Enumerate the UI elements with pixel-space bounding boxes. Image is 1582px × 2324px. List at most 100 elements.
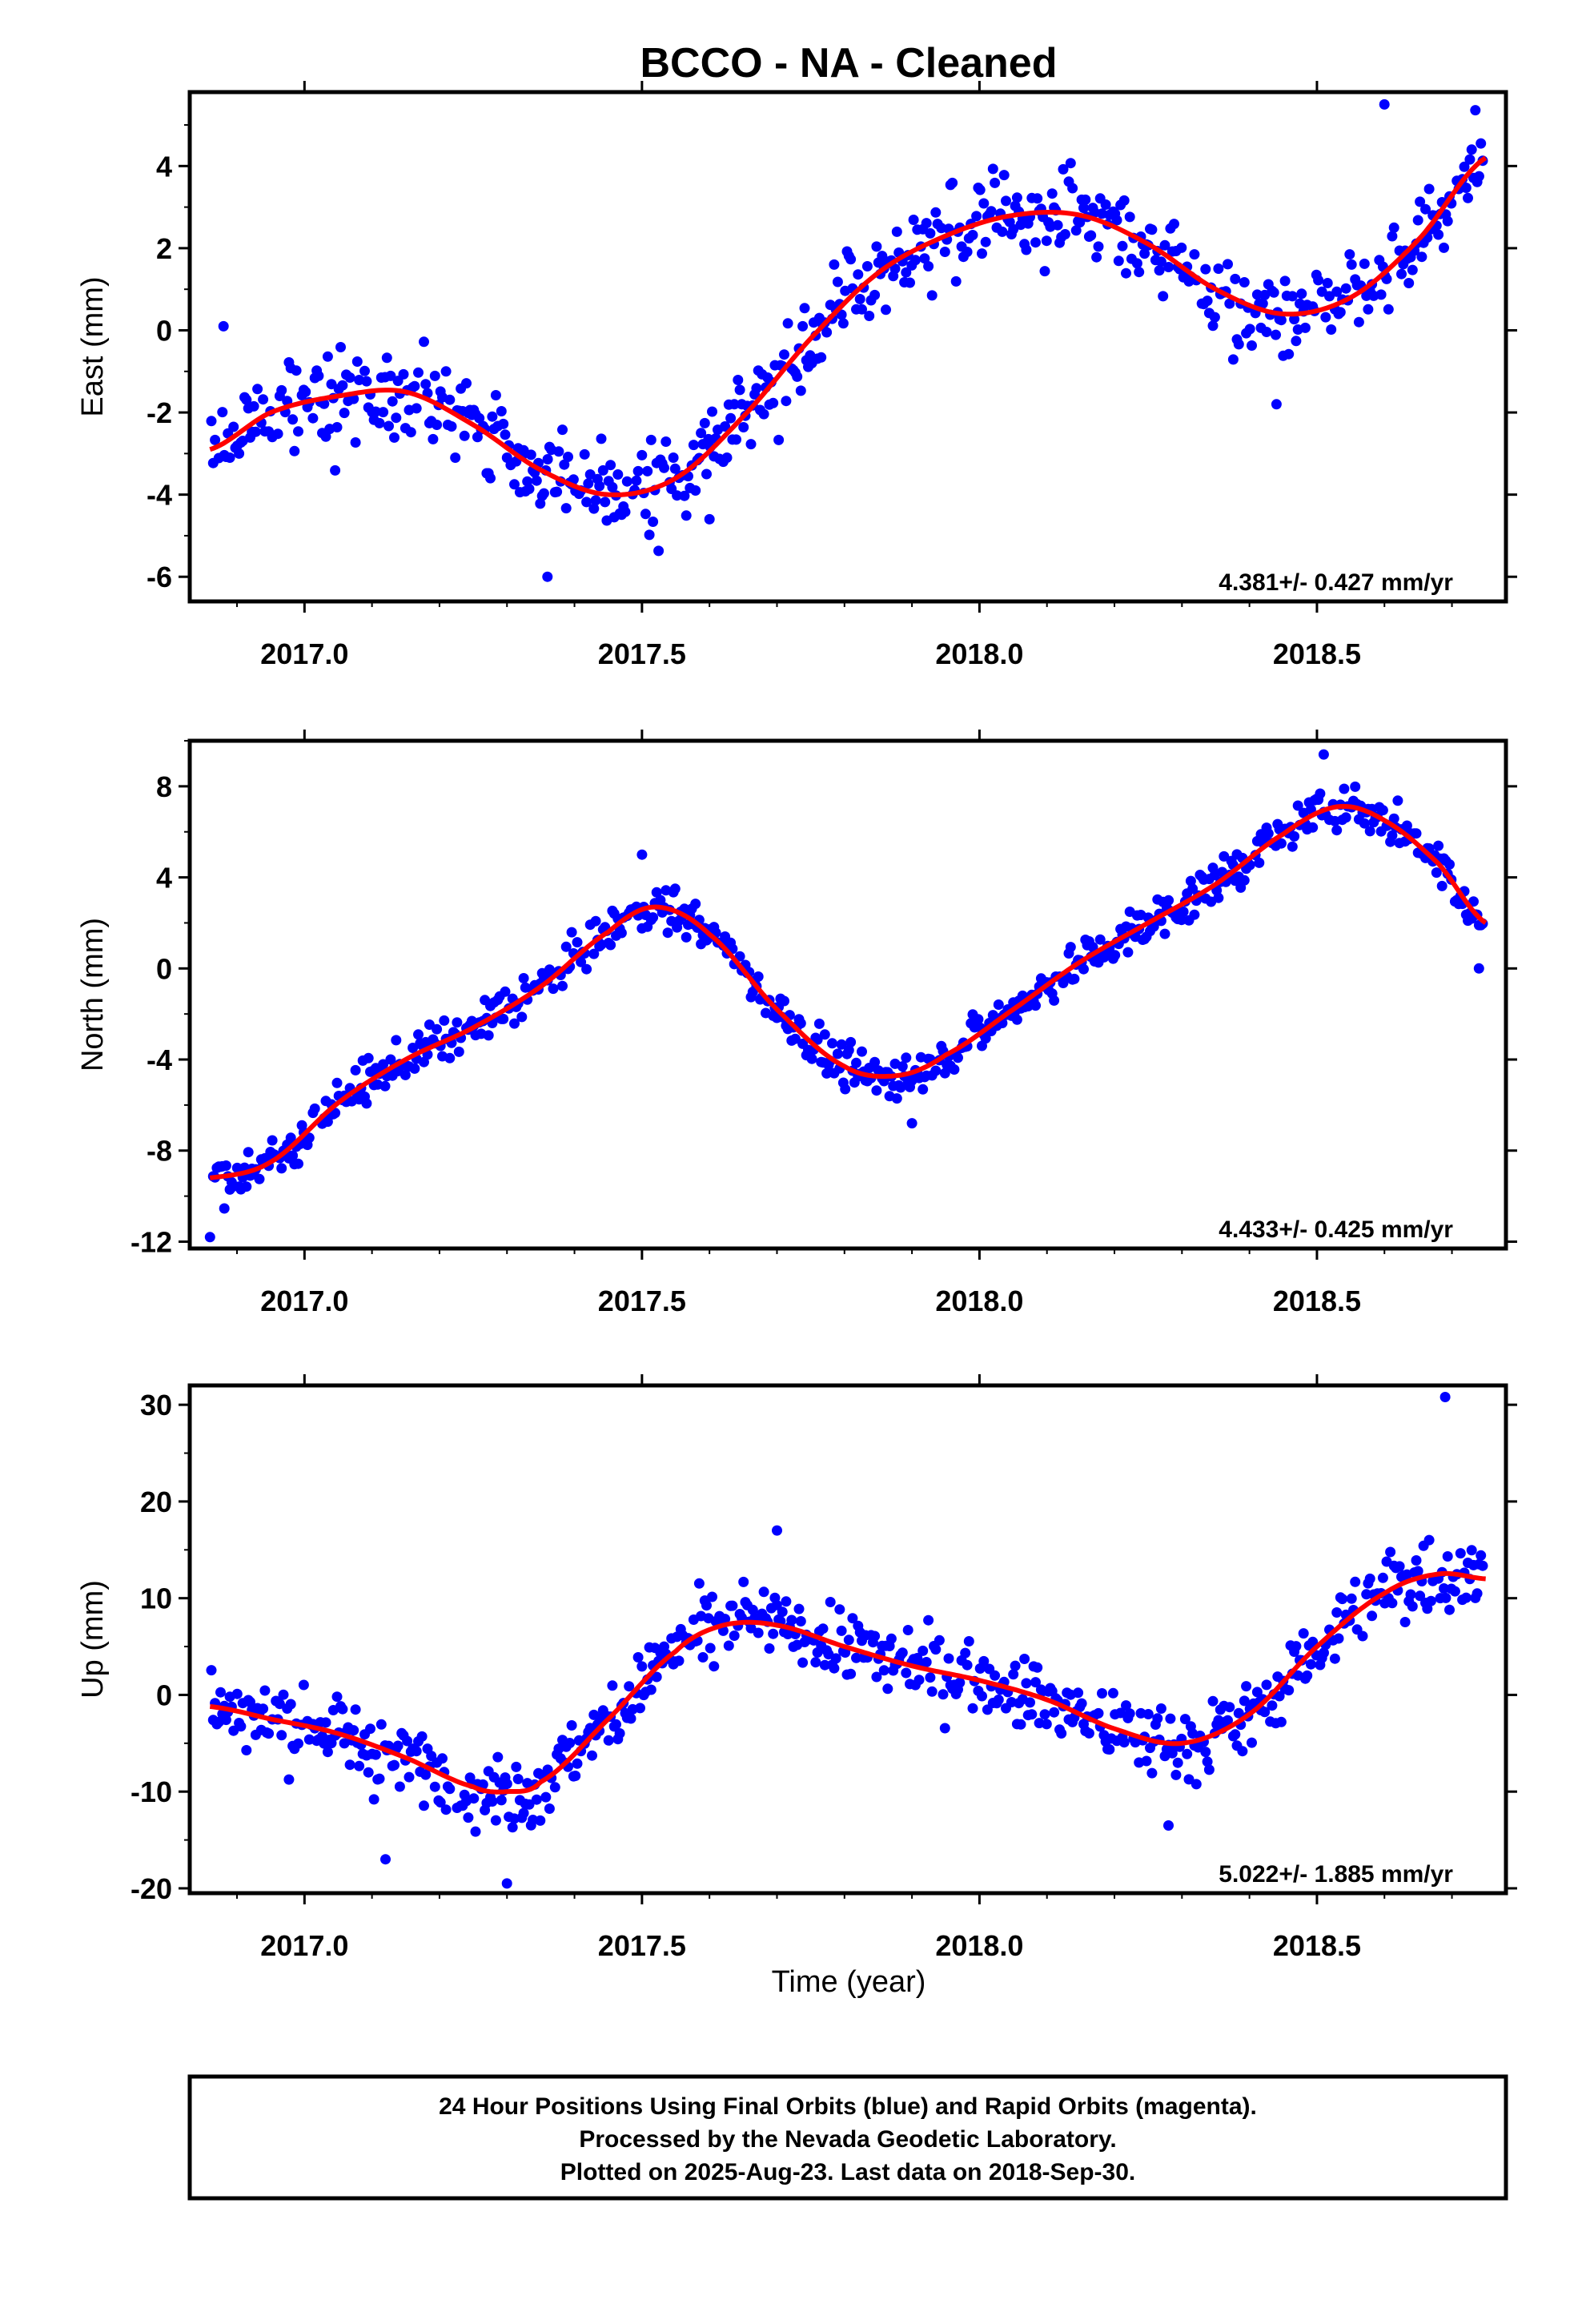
east-data-point xyxy=(389,432,400,443)
east-data-point xyxy=(228,421,239,432)
up-data-point xyxy=(274,1699,285,1710)
east-data-point xyxy=(950,275,962,287)
footer-box: 24 Hour Positions Using Final Orbits (bl… xyxy=(187,2074,1508,2201)
north-data-point xyxy=(857,1046,867,1057)
up-data-point xyxy=(1472,1588,1483,1599)
up-data-point xyxy=(1203,1764,1215,1775)
up-data-point xyxy=(241,1745,252,1755)
east-data-point xyxy=(344,372,355,383)
north-data-point xyxy=(1078,963,1089,975)
east-data-point xyxy=(1158,291,1169,302)
east-data-point xyxy=(690,485,701,496)
east-data-point xyxy=(326,379,337,390)
north-data-point xyxy=(1468,896,1479,907)
up-data-point xyxy=(673,1655,685,1667)
up-data-point xyxy=(1377,1572,1388,1583)
east-data-point xyxy=(1247,340,1257,351)
up-data-point xyxy=(1302,1670,1313,1681)
east-data-point xyxy=(921,218,932,229)
east-data-point xyxy=(553,446,564,457)
up-data-point xyxy=(1155,1703,1166,1714)
up-data-point xyxy=(1073,1687,1084,1699)
up-data-point xyxy=(930,1644,942,1655)
up-data-point xyxy=(1333,1633,1344,1644)
east-data-point xyxy=(1169,219,1179,230)
north-data-point xyxy=(832,1048,843,1059)
east-y-tick-label: -4 xyxy=(147,479,172,512)
up-data-point xyxy=(363,1767,374,1778)
up-data-point xyxy=(1364,1573,1375,1584)
east-data-point xyxy=(1383,304,1394,315)
east-data-point xyxy=(387,396,398,407)
east-data-point xyxy=(1113,255,1124,267)
up-y-tick-label: 30 xyxy=(140,1389,172,1421)
up-data-point xyxy=(603,1735,614,1746)
up-data-point xyxy=(1367,1610,1378,1622)
east-y-tick-label: 2 xyxy=(156,232,172,265)
east-data-point xyxy=(751,383,762,394)
north-data-point xyxy=(1213,892,1224,903)
east-data-point xyxy=(1287,291,1298,302)
up-data-point xyxy=(531,1794,542,1805)
east-data-point xyxy=(1059,229,1070,239)
up-data-point xyxy=(1329,1653,1340,1664)
up-data-point xyxy=(882,1683,893,1695)
east-data-point xyxy=(1279,275,1291,287)
east-data-point xyxy=(307,412,319,424)
east-data-point xyxy=(335,342,346,352)
up-data-point xyxy=(797,1657,809,1668)
up-data-point xyxy=(701,1600,712,1611)
east-data-point xyxy=(535,498,546,509)
east-data-point xyxy=(631,475,642,486)
up-data-point xyxy=(723,1640,734,1651)
up-data-point xyxy=(206,1665,217,1676)
up-data-point xyxy=(1455,1548,1466,1559)
up-data-point xyxy=(411,1746,422,1757)
up-data-point xyxy=(1121,1700,1131,1711)
north-data-point xyxy=(452,1017,463,1028)
up-data-point xyxy=(1097,1688,1107,1699)
up-data-point xyxy=(1444,1604,1455,1615)
up-data-point xyxy=(810,1657,821,1668)
up-data-point xyxy=(587,1750,597,1761)
east-plot-frame xyxy=(187,90,1508,604)
east-data-point xyxy=(474,412,485,424)
north-data-point xyxy=(669,883,681,895)
north-data-point xyxy=(1307,822,1319,833)
east-data-point xyxy=(731,434,741,445)
north-data-point xyxy=(267,1135,278,1146)
up-data-point xyxy=(913,1675,925,1686)
east-data-point xyxy=(1353,316,1364,328)
up-data-point xyxy=(276,1730,287,1741)
east-data-point xyxy=(632,465,644,476)
north-data-point xyxy=(812,1034,823,1045)
east-data-point xyxy=(930,207,942,218)
east-data-point xyxy=(854,294,865,304)
east-data-point xyxy=(210,434,221,445)
up-data-point xyxy=(285,1699,296,1710)
up-data-point xyxy=(834,1604,845,1615)
north-y-tick-label: 4 xyxy=(156,862,172,895)
east-data-point xyxy=(1052,219,1063,231)
east-data-point xyxy=(596,433,607,444)
east-data-point xyxy=(642,465,653,476)
east-data-point xyxy=(939,247,950,257)
east-data-point xyxy=(901,267,912,278)
east-data-point xyxy=(542,571,553,582)
east-data-point xyxy=(1021,244,1032,255)
east-data-point xyxy=(560,503,572,514)
east-data-point xyxy=(1403,278,1415,288)
up-data-point xyxy=(962,1659,973,1671)
east-data-point xyxy=(1359,258,1370,269)
east-data-point xyxy=(1011,192,1022,203)
up-data-point xyxy=(435,1797,446,1808)
east-data-point xyxy=(881,304,891,316)
east-data-point xyxy=(600,497,611,508)
east-data-point xyxy=(1442,215,1453,227)
north-data-point xyxy=(616,927,627,939)
up-data-point xyxy=(1357,1630,1368,1642)
east-data-point xyxy=(496,406,507,416)
east-data-point xyxy=(1074,217,1086,228)
up-data-point xyxy=(1233,1707,1244,1719)
up-data-point xyxy=(897,1647,908,1659)
